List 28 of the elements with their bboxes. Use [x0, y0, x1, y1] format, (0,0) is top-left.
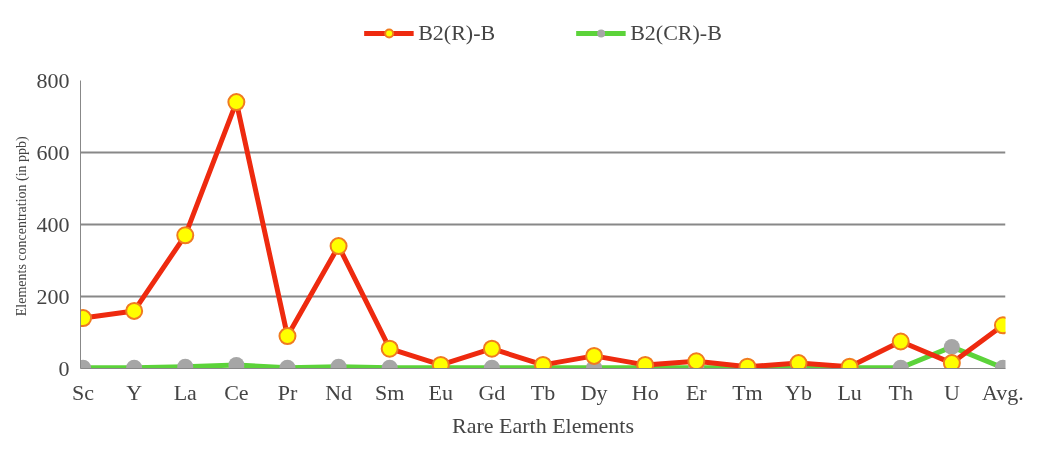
y-tick-label: 0	[58, 355, 70, 381]
y-axis-title: Elements concentration (in ppb)	[13, 135, 30, 317]
x-tick-label: Er	[685, 379, 708, 405]
x-axis-title: Rare Earth Elements	[451, 412, 635, 438]
x-tick-label: Th	[888, 379, 913, 405]
x-tick-label: Ho	[631, 379, 659, 405]
y-tick-label: 800	[36, 67, 70, 93]
legend-label: B2(R)-B	[418, 19, 496, 46]
x-tick-label: Ce	[224, 379, 249, 405]
x-tick-label: Dy	[580, 379, 608, 405]
x-tick-label: Pr	[277, 379, 298, 405]
x-tick-label: Tm	[732, 379, 763, 405]
x-tick-label: U	[943, 379, 960, 405]
x-tick-label: Eu	[428, 379, 454, 405]
x-tick-label: Lu	[837, 379, 862, 405]
x-tick-label: Gd	[478, 379, 506, 405]
x-tick-label: Avg.	[982, 379, 1024, 405]
x-tick-label: Sc	[72, 379, 95, 405]
x-tick-label: Nd	[325, 379, 353, 405]
y-tick-label: 600	[36, 139, 70, 165]
x-tick-label: Yb	[785, 379, 812, 405]
x-tick-label: Sm	[375, 379, 405, 405]
legend-label: B2(CR)-B	[630, 19, 722, 46]
x-tick-label: La	[173, 379, 198, 405]
y-tick-label: 200	[36, 283, 70, 309]
y-tick-label: 400	[36, 211, 70, 237]
x-tick-label: Tb	[530, 379, 556, 405]
x-tick-label: Y	[126, 379, 143, 405]
